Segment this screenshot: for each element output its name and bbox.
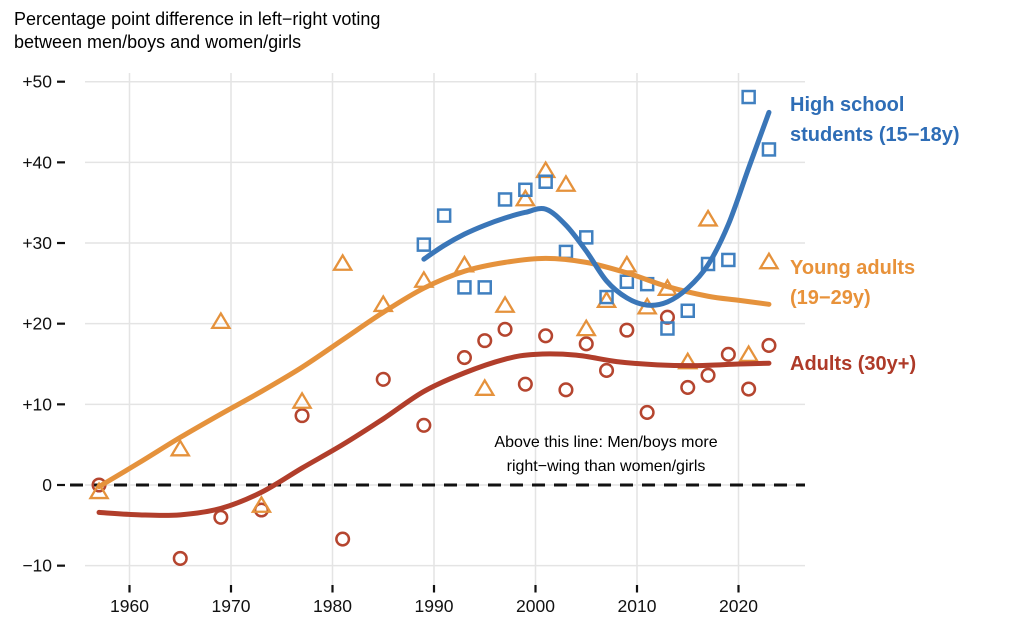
- data-point-square-high-school: [538, 174, 553, 189]
- data-point-circle-adults: [538, 328, 554, 344]
- zero-line-annotation: Above this line: Men/boys more right−win…: [450, 431, 762, 479]
- y-axis-tick-label: +30: [22, 233, 52, 253]
- trend-line-young-adults: [96, 255, 772, 490]
- data-point-circle-adults: [680, 379, 696, 395]
- data-point-triangle-young-adults: [677, 351, 699, 370]
- zero-line-annotation-line1: Above this line: Men/boys more: [494, 434, 718, 451]
- data-point-square-high-school: [741, 89, 756, 105]
- data-point-triangle-young-adults: [595, 290, 618, 309]
- data-point-square-high-school: [497, 192, 513, 207]
- x-axis-tick-label: 2000: [516, 596, 555, 616]
- series-label-adults: Adults (30y+): [790, 349, 916, 379]
- data-point-circle-adults: [213, 509, 229, 525]
- data-point-square-high-school: [436, 208, 452, 223]
- data-point-triangle-young-adults: [494, 295, 516, 313]
- data-point-circle-adults: [741, 381, 757, 397]
- data-point-triangle-young-adults: [88, 481, 110, 500]
- y-axis-tick-label: +40: [22, 152, 52, 172]
- y-axis-tick-label: +50: [22, 72, 52, 92]
- data-point-square-high-school: [558, 244, 574, 260]
- x-axis-tick-label: 1960: [110, 596, 149, 616]
- x-axis-tick-label: 2010: [618, 596, 657, 616]
- data-point-circle-adults: [172, 550, 188, 566]
- data-point-triangle-young-adults: [210, 311, 232, 330]
- data-point-circle-adults: [599, 362, 615, 379]
- data-point-triangle-young-adults: [575, 318, 597, 337]
- data-point-square-high-school: [416, 237, 432, 252]
- data-point-triangle-young-adults: [332, 253, 354, 271]
- data-point-circle-adults: [456, 350, 473, 366]
- series-label-high-school-line1: High school: [790, 94, 905, 116]
- data-point-square-high-school: [518, 182, 533, 198]
- series-label-young-adults: Young adults (19−29y): [790, 253, 915, 313]
- data-point-triangle-young-adults: [758, 251, 780, 270]
- data-point-circle-adults: [375, 371, 391, 387]
- series-label-young-adults-line2: (19−29y): [790, 287, 871, 309]
- x-axis-tick-label: 1980: [313, 596, 352, 616]
- series-label-high-school: High school students (15−18y): [790, 90, 960, 150]
- data-point-square-high-school: [721, 252, 736, 268]
- data-point-circle-adults: [517, 376, 533, 392]
- data-point-circle-adults: [477, 333, 493, 349]
- data-point-circle-adults: [578, 336, 594, 352]
- data-point-circle-adults: [497, 321, 513, 337]
- data-point-circle-adults: [558, 382, 574, 398]
- chart-title-line1: Percentage point difference in left−righ…: [14, 9, 381, 29]
- data-point-triangle-young-adults: [514, 188, 536, 207]
- data-point-circle-adults: [761, 337, 777, 354]
- data-point-square-high-school: [477, 280, 492, 295]
- data-point-triangle-young-adults: [535, 160, 557, 179]
- series-label-high-school-line2: students (15−18y): [790, 124, 960, 146]
- y-axis-tick-label: −10: [22, 556, 52, 576]
- x-axis-tick-label: 2020: [719, 596, 758, 616]
- data-point-triangle-young-adults: [250, 495, 273, 513]
- data-point-square-high-school: [761, 142, 777, 157]
- data-point-circle-adults: [720, 346, 736, 362]
- data-point-circle-adults: [639, 404, 655, 420]
- series-label-young-adults-line1: Young adults: [790, 257, 916, 279]
- data-point-square-high-school: [680, 303, 695, 319]
- data-point-triangle-young-adults: [738, 344, 760, 363]
- zero-line-annotation-line2: right−wing than women/girls: [506, 458, 706, 475]
- data-point-circle-adults: [619, 322, 635, 338]
- data-point-circle-adults: [335, 531, 351, 547]
- chart-title: Percentage point difference in left−righ…: [14, 8, 380, 54]
- data-point-square-high-school: [599, 289, 614, 305]
- data-point-circle-adults: [416, 417, 432, 433]
- trend-line-high-school: [421, 109, 772, 308]
- data-point-square-high-school: [660, 321, 675, 336]
- data-point-triangle-young-adults: [169, 438, 191, 457]
- data-point-square-high-school: [579, 230, 594, 245]
- data-point-circle-adults: [294, 408, 310, 424]
- series-label-adults-line1: Adults (30y+): [790, 353, 917, 375]
- data-point-triangle-young-adults: [697, 208, 719, 227]
- y-axis-tick-label: +20: [22, 314, 52, 334]
- y-axis-tick-label: +10: [22, 394, 52, 414]
- trend-line-adults: [96, 351, 772, 518]
- data-point-square-high-school: [700, 256, 716, 272]
- x-axis-tick-label: 1990: [415, 596, 454, 616]
- data-point-square-high-school: [457, 280, 472, 295]
- x-axis-tick-label: 1970: [212, 596, 251, 616]
- chart-title-line2: between men/boys and women/girls: [14, 32, 302, 52]
- data-point-triangle-young-adults: [555, 174, 577, 192]
- data-point-circle-adults: [700, 367, 716, 383]
- data-point-square-high-school: [619, 274, 635, 289]
- y-axis-tick-label: 0: [42, 475, 52, 495]
- data-point-triangle-young-adults: [474, 378, 496, 396]
- data-point-triangle-young-adults: [291, 391, 313, 409]
